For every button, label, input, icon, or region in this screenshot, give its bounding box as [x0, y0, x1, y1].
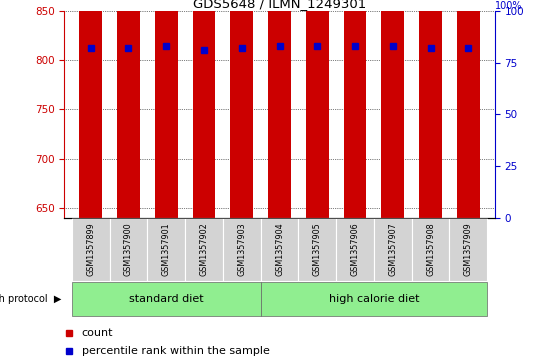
- Bar: [419, 0, 442, 218]
- Bar: [457, 0, 480, 218]
- Bar: [72, 218, 110, 281]
- Bar: [411, 218, 449, 281]
- Bar: [185, 218, 223, 281]
- Title: GDS5648 / ILMN_1249301: GDS5648 / ILMN_1249301: [193, 0, 366, 10]
- Text: GSM1357903: GSM1357903: [237, 223, 247, 276]
- Bar: [268, 0, 291, 218]
- Text: 100%: 100%: [495, 1, 522, 11]
- Text: percentile rank within the sample: percentile rank within the sample: [82, 346, 269, 356]
- Bar: [344, 0, 366, 218]
- Bar: [223, 218, 260, 281]
- Text: GSM1357902: GSM1357902: [200, 223, 209, 277]
- Text: growth protocol  ▶: growth protocol ▶: [0, 294, 61, 304]
- Bar: [260, 282, 487, 316]
- Text: GSM1357901: GSM1357901: [162, 223, 170, 276]
- Text: GSM1357899: GSM1357899: [86, 223, 95, 277]
- Bar: [306, 0, 329, 218]
- Bar: [381, 0, 404, 218]
- Text: GSM1357906: GSM1357906: [350, 223, 359, 276]
- Bar: [110, 218, 148, 281]
- Bar: [336, 218, 374, 281]
- Bar: [193, 0, 215, 218]
- Bar: [155, 0, 178, 218]
- Bar: [260, 218, 299, 281]
- Text: GSM1357908: GSM1357908: [426, 223, 435, 276]
- Text: GSM1357907: GSM1357907: [389, 223, 397, 277]
- Bar: [449, 218, 487, 281]
- Text: high calorie diet: high calorie diet: [329, 294, 419, 304]
- Text: count: count: [82, 328, 113, 338]
- Text: GSM1357900: GSM1357900: [124, 223, 133, 276]
- Text: standard diet: standard diet: [129, 294, 203, 304]
- Bar: [148, 218, 185, 281]
- Bar: [230, 0, 253, 218]
- Bar: [299, 218, 336, 281]
- Bar: [374, 218, 411, 281]
- Text: GSM1357905: GSM1357905: [312, 223, 322, 277]
- Bar: [72, 282, 260, 316]
- Text: GSM1357904: GSM1357904: [275, 223, 284, 276]
- Text: GSM1357909: GSM1357909: [464, 223, 473, 277]
- Bar: [117, 0, 140, 218]
- Bar: [79, 0, 102, 218]
